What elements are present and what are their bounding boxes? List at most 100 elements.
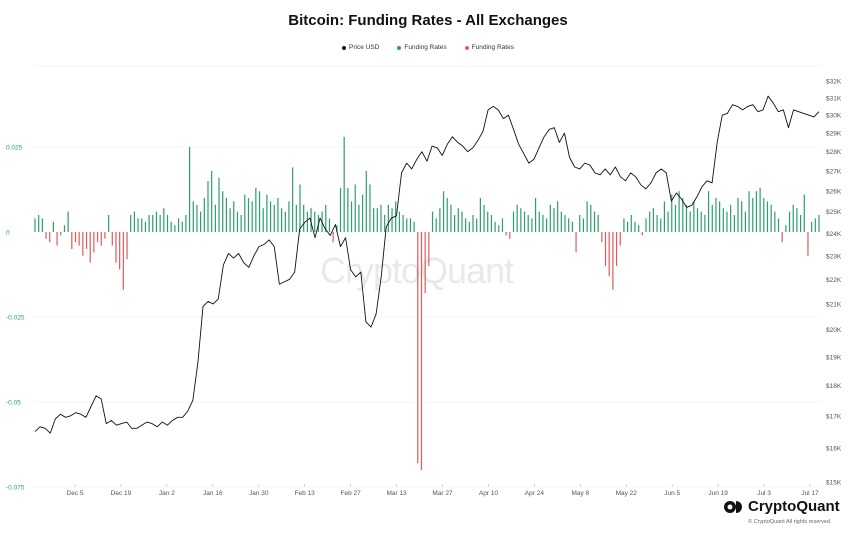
right-axis-tick-label: $20K [826,327,842,334]
funding-bar-positive [67,211,69,232]
funding-bar-positive [707,191,710,232]
funding-bar-positive [284,211,286,232]
funding-bar-positive [800,215,802,232]
funding-bar-positive [557,201,559,232]
legend-item-price[interactable]: Price USD [342,44,379,51]
funding-bar-positive [376,208,378,232]
funding-bar-negative [601,232,603,243]
funding-bar-positive [181,221,183,232]
funding-bar-negative [619,232,621,246]
funding-bar-positive [273,204,275,232]
left-axis: 0.025 0 -0.025 -0.05 -0.075 [6,145,25,492]
funding-bar-positive [597,215,599,232]
funding-bar-positive [638,225,640,232]
right-axis-tick-label: $26K [826,188,842,195]
funding-bar-positive [365,170,367,232]
legend-label-funding-positive: Funding Rates [404,44,447,51]
funding-bar-positive [656,215,658,232]
funding-bar-positive [303,204,305,232]
funding-bar-positive [446,198,448,232]
funding-bar-positive [479,198,481,232]
funding-bar-positive [792,204,794,232]
funding-bar-positive [431,211,434,232]
funding-bar-positive [218,177,220,232]
funding-bar-positive [755,191,758,232]
funding-bar-positive [387,204,389,232]
funding-bar-positive [306,211,308,232]
right-axis-tick-label: $24K [826,231,842,238]
funding-bar-positive [406,218,408,232]
funding-bar-positive [373,208,375,232]
funding-bar-negative [608,232,610,277]
x-axis-tick-label: Mar 13 [386,490,407,497]
funding-bar-positive [188,147,191,232]
x-axis-tick-label: Feb 27 [341,490,362,497]
funding-bar-positive [233,201,235,232]
funding-bar-positive [292,167,294,232]
funding-bar-positive [490,215,493,232]
funding-bar-negative [126,232,128,260]
funding-bar-positive [361,194,364,232]
funding-bar-negative [122,232,124,290]
funding-bar-positive [627,221,629,232]
funding-bar-positive [476,218,478,232]
legend-dot-funding-negative-icon [464,45,469,50]
funding-bar-positive [465,218,467,232]
funding-bar-positive [336,225,338,232]
x-axis: Dec 5 Dec 19 Jan 2 Jan 16 Jan 30 Feb 13 Feb 27… [67,484,819,497]
grid-lines [33,65,822,488]
x-axis-tick-label: Jul 17 [801,490,819,497]
legend-dot-price-icon [342,45,347,50]
funding-bar-positive [207,181,209,232]
funding-bar-positive [538,211,540,232]
funding-bar-positive [185,215,187,232]
funding-bar-positive [299,184,301,232]
legend-item-funding-positive[interactable]: Funding Rates [397,44,447,51]
right-axis-tick-label: $31K [826,95,842,102]
funding-bar-positive [704,215,706,232]
funding-bar-negative [71,232,73,249]
funding-bar-positive [674,204,677,232]
funding-bar-positive [733,215,735,232]
funding-bar-negative [78,232,80,246]
funding-bar-positive [777,218,780,232]
legend-label-price: Price USD [349,44,380,51]
left-axis-tick-label: 0.025 [6,145,23,152]
funding-bar-positive [328,218,331,232]
price-usd-line [34,95,820,434]
funding-bar-positive [741,201,743,232]
funding-bar-positive [759,187,761,232]
left-axis-tick-label: -0.025 [6,315,25,322]
funding-bar-negative [85,232,88,249]
copyright: © CryptoQuant All rights reserved. [748,519,832,525]
funding-bar-positive [203,198,205,232]
funding-bar-positive [568,218,570,232]
funding-bar-positive [244,194,246,232]
funding-bar-positive [693,201,695,232]
x-axis-tick-label: Dec 5 [67,490,84,497]
funding-bar-positive [454,215,456,232]
funding-bar-negative [56,232,58,246]
funding-bar-negative [60,232,62,236]
x-axis-tick-label: May 22 [616,490,638,497]
funding-bar-positive [534,198,537,232]
funding-bar-negative [424,232,426,294]
funding-bar-positive [796,208,798,232]
x-axis-tick-label: Jun 5 [664,490,680,497]
funding-bar-positive [457,208,459,232]
funding-bar-positive [652,208,654,232]
funding-bar-positive [258,191,261,232]
funding-bar-positive [744,211,746,232]
funding-bar-positive [200,211,202,232]
right-axis-tick-label: $22K [826,277,842,284]
funding-bar-negative [74,232,77,243]
funding-bar-positive [41,218,43,232]
cryptoquant-logo-icon [724,500,742,513]
funding-bar-positive [494,221,496,232]
funding-bar-positive [546,218,548,232]
funding-bar-positive [343,136,345,232]
funding-bar-positive [586,201,588,232]
legend-item-funding-negative[interactable]: Funding Rates [464,44,514,51]
funding-bar-positive [409,218,412,232]
funding-bar-positive [38,215,40,232]
